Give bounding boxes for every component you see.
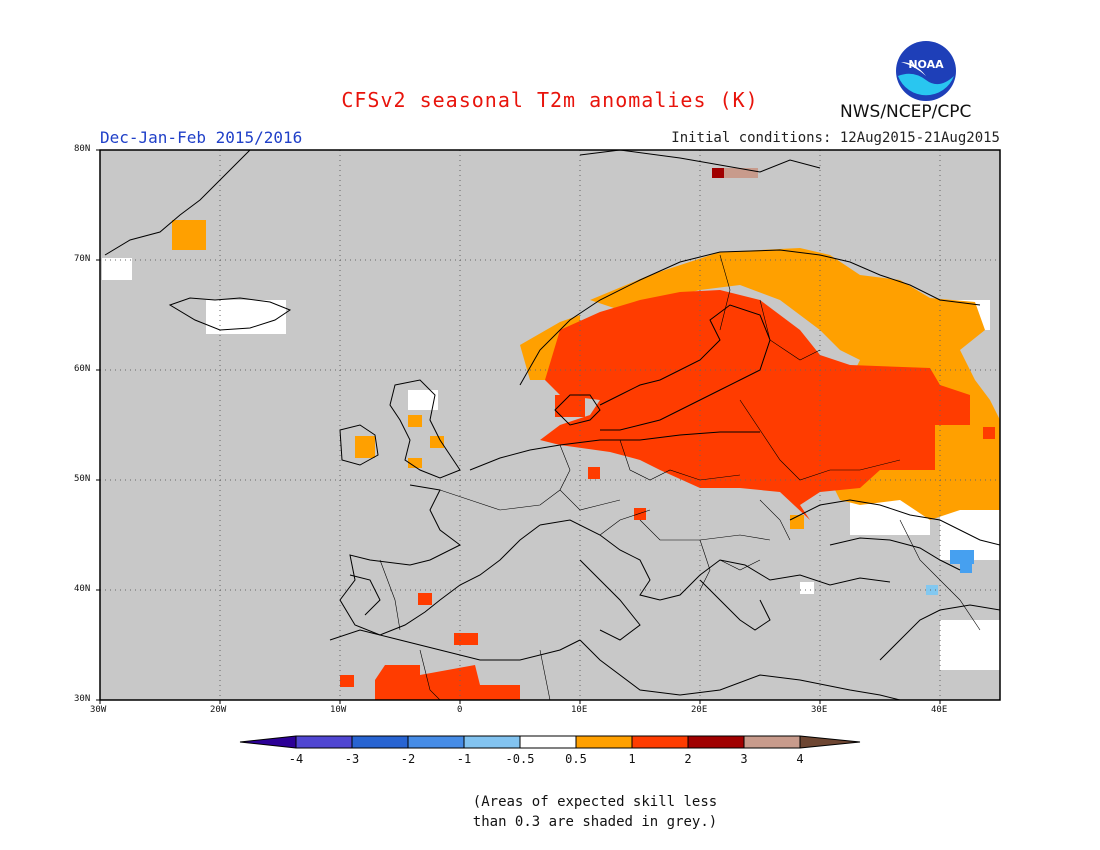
- initial-conditions-label: Initial conditions: 12Aug2015-21Aug2015: [671, 130, 1000, 146]
- colorbar-label: 1: [628, 752, 636, 766]
- colorbar-label: 0.5: [565, 752, 587, 766]
- colorbar-label: -2: [400, 752, 416, 766]
- lon-label: 10W: [330, 705, 347, 715]
- colorbar-label: -3: [344, 752, 360, 766]
- agency-label: NWS/NCEP/CPC: [840, 102, 972, 122]
- colorbar-segment: [520, 736, 576, 748]
- colorbar-label: -1: [456, 752, 472, 766]
- negative-anomaly-regions: [926, 550, 974, 595]
- colorbar-arrow-left: [240, 736, 296, 748]
- lon-label: 0: [457, 705, 463, 715]
- graticule: [100, 150, 1000, 700]
- skill-note: (Areas of expected skill less than 0.3 a…: [430, 792, 760, 832]
- anomaly-1-regions: [340, 290, 995, 700]
- coastlines: [104, 150, 1000, 700]
- lon-label: 20W: [210, 705, 227, 715]
- colorbar-segment: [352, 736, 408, 748]
- lat-label: 60N: [74, 364, 91, 374]
- colorbar-segment: [688, 736, 744, 748]
- lat-label: 40N: [74, 584, 91, 594]
- colorbar-segment: [744, 736, 800, 748]
- lat-label: 80N: [74, 144, 91, 154]
- tick-marks: [96, 149, 941, 704]
- colorbar-label: -0.5: [505, 752, 535, 766]
- lat-label: 30N: [74, 694, 91, 704]
- lat-label: 50N: [74, 474, 91, 484]
- lon-label: 30W: [90, 705, 107, 715]
- anomaly-2-region: [712, 168, 724, 178]
- country-borders: [379, 254, 981, 700]
- colorbar-label: -4: [288, 752, 304, 766]
- lon-label: 40E: [931, 705, 948, 715]
- colorbar-label: 2: [684, 752, 692, 766]
- colorbar-label: 3: [740, 752, 748, 766]
- lon-label: 10E: [571, 705, 588, 715]
- lon-label: 20E: [691, 705, 708, 715]
- colorbar-label: 4: [796, 752, 804, 766]
- colorbar-segment: [464, 736, 520, 748]
- logo-text: NOAA: [908, 58, 944, 71]
- noaa-logo: NOAA: [896, 41, 956, 101]
- lon-label: 30E: [811, 705, 828, 715]
- colorbar-segment: [408, 736, 464, 748]
- map-frame: [99, 149, 1001, 701]
- lat-label: 70N: [74, 254, 91, 264]
- skill-note-line2: than 0.3 are shaded in grey.): [472, 814, 718, 830]
- anomaly-3-region: [724, 168, 758, 178]
- colorbar-arrow-right: [800, 736, 860, 748]
- skill-note-line1: (Areas of expected skill less: [472, 794, 718, 810]
- colorbar-segment: [576, 736, 632, 748]
- colorbar-segment: [296, 736, 352, 748]
- chart-title: CFSv2 seasonal T2m anomalies (K): [341, 88, 759, 112]
- colorbar-dividers: [295, 736, 801, 748]
- season-label: Dec-Jan-Feb 2015/2016: [100, 128, 303, 147]
- colorbar-segment: [632, 736, 688, 748]
